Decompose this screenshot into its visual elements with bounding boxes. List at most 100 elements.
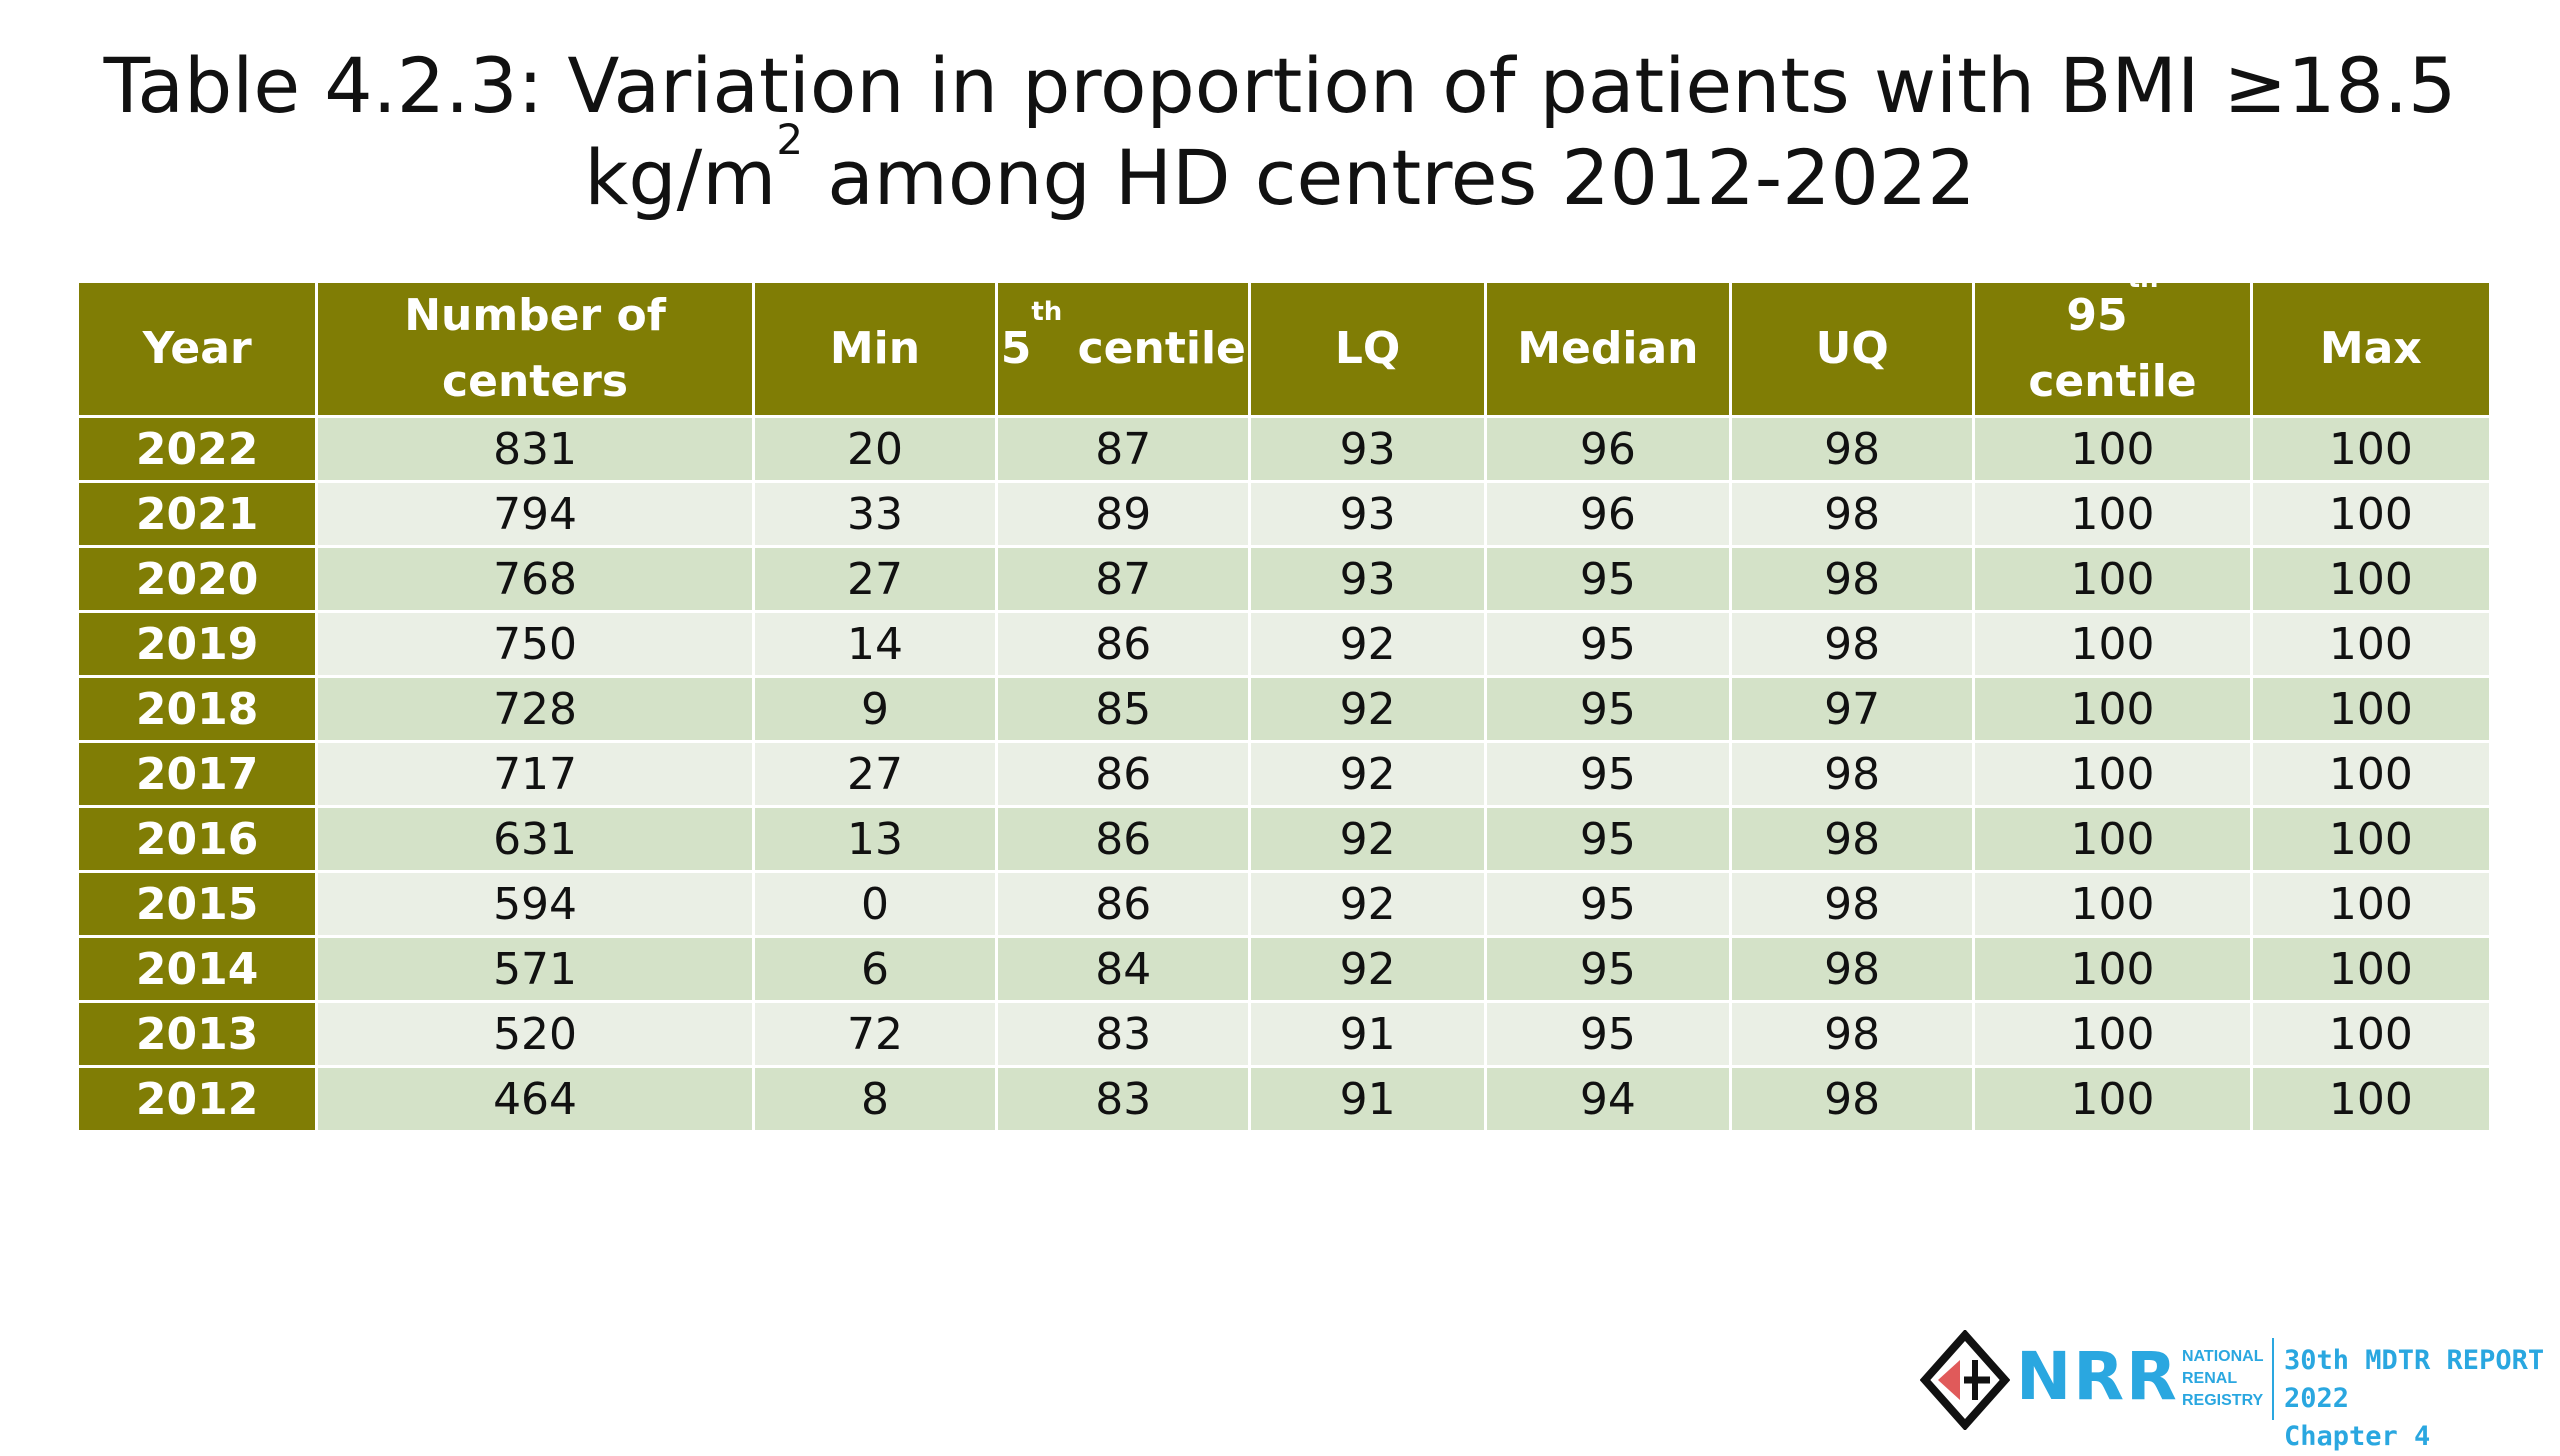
cell-lq: 91: [1251, 1068, 1484, 1130]
header-number-of-centers: Number of centers: [318, 283, 752, 415]
cell-5th-centile: 83: [998, 1003, 1249, 1065]
cell-min: 8: [754, 1068, 996, 1130]
cell-95th-centile: 100: [1975, 483, 2250, 545]
report-chapter: Chapter 4: [2284, 1421, 2431, 1452]
cell-5th-centile: 83: [998, 1068, 1249, 1130]
header-95th-centile: 95th centile: [1975, 266, 2250, 415]
registry-emblem-icon: [1920, 1330, 2010, 1430]
cell-lq: 91: [1251, 1003, 1484, 1065]
table-row: 2015 594 0 86 92 95 98 100 100: [79, 873, 2489, 935]
cell-lq: 92: [1251, 743, 1484, 805]
cell-number-of-centers: 571: [318, 938, 752, 1000]
cell-number-of-centers: 464: [318, 1068, 752, 1130]
header-5th-centile: 5th centile: [998, 283, 1249, 415]
cell-max: 100: [2252, 418, 2489, 480]
table-row: 2013 520 72 83 91 95 98 100 100: [79, 1003, 2489, 1065]
table-body: 2022 831 20 87 93 96 98 100 100 2021 794 33 89 93 96 98…: [79, 418, 2489, 1130]
cell-median: 96: [1486, 483, 1730, 545]
cell-5th-centile: 86: [998, 873, 1249, 935]
cell-number-of-centers: 631: [318, 808, 752, 870]
cell-number-of-centers: 794: [318, 483, 752, 545]
cell-min: 72: [754, 1003, 996, 1065]
header-uq: UQ: [1732, 283, 1973, 415]
cell-median: 95: [1486, 1003, 1730, 1065]
cell-lq: 93: [1251, 418, 1484, 480]
cell-min: 13: [754, 808, 996, 870]
cell-95th-centile: 100: [1975, 938, 2250, 1000]
cell-max: 100: [2252, 808, 2489, 870]
report-title: 30th MDTR REPORT 2022: [2284, 1345, 2545, 1414]
cell-max: 100: [2252, 743, 2489, 805]
cell-uq: 98: [1732, 1003, 1973, 1065]
table-row: 2018 728 9 85 92 95 97 100 100: [79, 678, 2489, 740]
cell-year: 2020: [79, 548, 316, 610]
cell-number-of-centers: 520: [318, 1003, 752, 1065]
cell-95th-centile: 100: [1975, 613, 2250, 675]
cell-uq: 98: [1732, 1068, 1973, 1130]
cell-median: 95: [1486, 938, 1730, 1000]
table-row: 2016 631 13 86 92 95 98 100 100: [79, 808, 2489, 870]
cell-uq: 98: [1732, 548, 1973, 610]
cell-lq: 92: [1251, 678, 1484, 740]
cell-median: 95: [1486, 678, 1730, 740]
cell-min: 20: [754, 418, 996, 480]
cell-5th-centile: 86: [998, 808, 1249, 870]
footer-branding: NRR NATIONAL RENAL REGISTRY 30th MDTR RE…: [1920, 1320, 2560, 1452]
cell-5th-centile: 87: [998, 548, 1249, 610]
cell-5th-centile: 86: [998, 743, 1249, 805]
cell-min: 0: [754, 873, 996, 935]
cell-max: 100: [2252, 548, 2489, 610]
cell-year: 2021: [79, 483, 316, 545]
title-line-1: Table 4.2.3: Variation in proportion of …: [103, 41, 2457, 130]
table-row: 2012 464 8 83 91 94 98 100 100: [79, 1068, 2489, 1130]
header-min: Min: [754, 283, 996, 415]
cell-median: 95: [1486, 613, 1730, 675]
cell-median: 95: [1486, 808, 1730, 870]
cell-year: 2013: [79, 1003, 316, 1065]
title-unit-exponent: 2: [776, 115, 804, 164]
cell-number-of-centers: 750: [318, 613, 752, 675]
cell-min: 27: [754, 743, 996, 805]
cell-max: 100: [2252, 678, 2489, 740]
cell-lq: 92: [1251, 808, 1484, 870]
cell-min: 27: [754, 548, 996, 610]
cell-number-of-centers: 728: [318, 678, 752, 740]
table-row: 2017 717 27 86 92 95 98 100 100: [79, 743, 2489, 805]
cell-5th-centile: 85: [998, 678, 1249, 740]
cell-uq: 98: [1732, 418, 1973, 480]
cell-median: 95: [1486, 743, 1730, 805]
cell-max: 100: [2252, 483, 2489, 545]
title-suffix: among HD centres 2012-2022: [803, 133, 1976, 222]
cell-5th-centile: 87: [998, 418, 1249, 480]
cell-max: 100: [2252, 938, 2489, 1000]
cell-year: 2015: [79, 873, 316, 935]
centile-table: Year Number of centers Min 5th centile L…: [76, 266, 2492, 1133]
cell-5th-centile: 86: [998, 613, 1249, 675]
cell-year: 2012: [79, 1068, 316, 1130]
cell-95th-centile: 100: [1975, 678, 2250, 740]
cell-median: 95: [1486, 548, 1730, 610]
cell-uq: 98: [1732, 483, 1973, 545]
title-unit: kg/m: [584, 133, 777, 222]
cell-5th-centile: 84: [998, 938, 1249, 1000]
footer-divider: [2272, 1338, 2274, 1420]
cell-year: 2018: [79, 678, 316, 740]
header-lq: LQ: [1251, 283, 1484, 415]
cell-uq: 98: [1732, 743, 1973, 805]
cell-number-of-centers: 717: [318, 743, 752, 805]
cell-uq: 98: [1732, 938, 1973, 1000]
cell-lq: 92: [1251, 613, 1484, 675]
cell-median: 94: [1486, 1068, 1730, 1130]
cell-min: 14: [754, 613, 996, 675]
table-row: 2020 768 27 87 93 95 98 100 100: [79, 548, 2489, 610]
table-row: 2021 794 33 89 93 96 98 100 100: [79, 483, 2489, 545]
cell-uq: 98: [1732, 613, 1973, 675]
cell-max: 100: [2252, 613, 2489, 675]
cell-uq: 98: [1732, 808, 1973, 870]
table-row: 2014 571 6 84 92 95 98 100 100: [79, 938, 2489, 1000]
report-label: 30th MDTR REPORT 2022 Chapter 4: [2284, 1342, 2560, 1456]
cell-max: 100: [2252, 1068, 2489, 1130]
cell-lq: 93: [1251, 548, 1484, 610]
cell-median: 96: [1486, 418, 1730, 480]
cell-5th-centile: 89: [998, 483, 1249, 545]
